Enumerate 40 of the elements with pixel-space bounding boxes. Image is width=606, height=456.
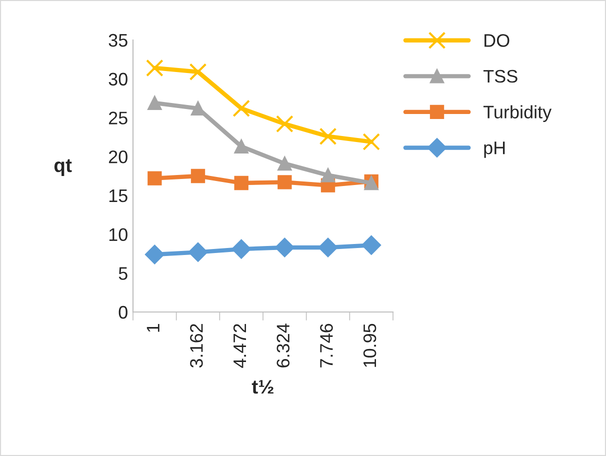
point — [148, 171, 162, 186]
y-axis-title: qt — [54, 159, 72, 176]
legend-label: DO — [484, 34, 510, 47]
legend-label: pH — [484, 142, 505, 158]
point — [318, 238, 338, 258]
point — [232, 239, 252, 259]
point — [278, 175, 292, 190]
point — [276, 115, 294, 133]
point — [144, 244, 164, 264]
legend-label: TSS — [483, 70, 518, 83]
point — [274, 238, 294, 258]
point — [189, 63, 207, 81]
point — [232, 100, 250, 118]
point — [362, 235, 382, 255]
point — [320, 168, 336, 182]
x-tick-label: 3.162 — [190, 324, 203, 368]
point — [234, 176, 248, 190]
y-tick-label: 30 — [108, 72, 128, 86]
x-tick-label: 1 — [146, 324, 160, 332]
y-tick-label: 15 — [109, 190, 128, 202]
x-axis-title: t½ — [252, 380, 274, 394]
point — [148, 96, 162, 110]
x-tick-label: 10.95 — [363, 324, 376, 367]
y-tick-label: 35 — [108, 34, 128, 47]
point — [190, 168, 206, 184]
point — [362, 133, 380, 150]
legend-label: Turbidity — [483, 105, 552, 122]
y-tick-label: 5 — [118, 267, 128, 280]
y-tick-label: 10 — [109, 228, 128, 242]
point — [146, 59, 164, 77]
y-tick-label: 25 — [108, 112, 128, 124]
point — [278, 156, 292, 171]
point — [234, 139, 248, 154]
x-tick-label: 7.746 — [320, 324, 333, 368]
point — [319, 128, 337, 146]
point — [188, 242, 208, 262]
x-tick-label: 4.472 — [233, 324, 246, 368]
x-tick-label: 6.324 — [276, 324, 290, 368]
y-tick-label: 20 — [108, 150, 128, 164]
y-tick-label: 0 — [118, 306, 128, 319]
